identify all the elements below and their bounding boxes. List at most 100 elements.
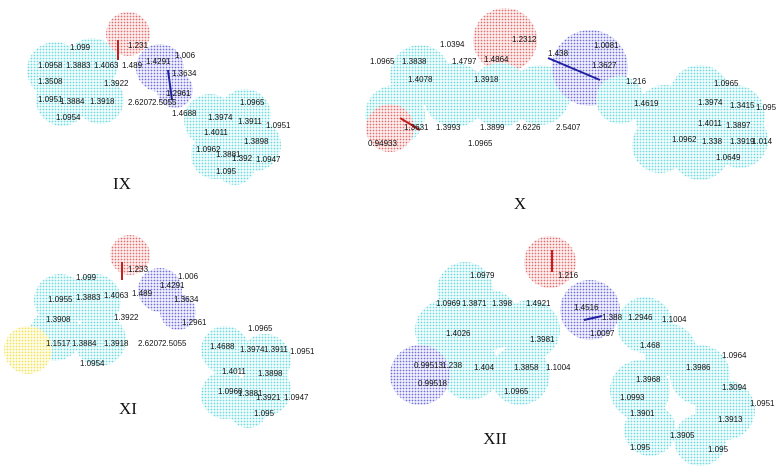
bond-length: 1.338 — [702, 137, 723, 146]
bond-length: 1.0947 — [284, 393, 309, 402]
surface — [390, 345, 450, 405]
bond-length: 1.3922 — [104, 79, 129, 88]
bond-length: 1.3884 — [72, 339, 97, 348]
surface — [524, 236, 576, 288]
bond-length: 1.438 — [548, 49, 569, 58]
bond-length: 1.216 — [558, 271, 579, 280]
bond-length: 1.4291 — [146, 57, 171, 66]
bond-length: 1.3883 — [66, 61, 91, 70]
bond-length: 1.0965 — [240, 98, 265, 107]
bond-length: 2.6226 — [516, 123, 541, 132]
bond-length: 1.0955 — [48, 295, 73, 304]
bond-length: 2.5055 — [162, 339, 187, 348]
bond-length: 1.0962 — [672, 135, 697, 144]
bond-length: 1.0951 — [290, 347, 315, 356]
bond-length: 1.3974 — [240, 345, 265, 354]
bond-length: 1.4797 — [452, 57, 477, 66]
panel-label: XI — [119, 399, 137, 418]
bond-length: 1.3871 — [462, 299, 487, 308]
bond-length: 1.0947 — [256, 155, 281, 164]
bond-length: 1.0954 — [80, 359, 105, 368]
bond-length: 1.095 — [756, 103, 776, 112]
bond-length: 1.3922 — [114, 313, 139, 322]
surface — [4, 326, 52, 374]
bond-length: 1.3634 — [172, 69, 197, 78]
bond-length: 1.3898 — [258, 369, 283, 378]
bond-length: 0.94933 — [368, 139, 397, 148]
bond-length: 1.3898 — [244, 137, 269, 146]
bond-length: 1.3508 — [38, 77, 63, 86]
bond-length: 1.2946 — [628, 313, 653, 322]
bond-length: 1.3974 — [698, 98, 723, 107]
bond-length: 1.398 — [492, 299, 513, 308]
bond-length: 1.3905 — [670, 431, 695, 440]
bond-length: 1.099 — [76, 273, 97, 282]
bond-length: 1.2961 — [166, 89, 191, 98]
bond-length: 1.006 — [175, 51, 196, 60]
bond-length: 1.3899 — [480, 123, 505, 132]
bond-length: 1.4011 — [698, 119, 722, 128]
bond-length: 1.0097 — [590, 329, 615, 338]
bond-length: 1.4864 — [484, 55, 509, 64]
bond-length: 2.5055 — [152, 98, 177, 107]
bond-length: 1.006 — [178, 272, 199, 281]
bond-length: 1.095 — [216, 167, 237, 176]
bond-length: 1.489 — [132, 289, 153, 298]
bond-length: 1.3883 — [76, 293, 101, 302]
bond-length: 1.4011 — [204, 128, 228, 137]
bond-length: 1.4063 — [94, 61, 119, 70]
bond-length: 1.392 — [232, 154, 253, 163]
bond-length: 1.3911 — [264, 345, 288, 354]
bond-length: 1.3901 — [630, 409, 655, 418]
bond-length: 1.4619 — [634, 99, 659, 108]
panel-label: IX — [113, 174, 131, 193]
bond-length: 1.4688 — [172, 109, 197, 118]
bond-length: 1.238 — [442, 361, 463, 370]
bond-length: 1.3993 — [436, 123, 461, 132]
bond-length: 1.4078 — [408, 75, 433, 84]
bond-length: 1.388 — [602, 313, 623, 322]
bond-length: 1.4026 — [446, 329, 471, 338]
bond-length: 1.3908 — [46, 315, 71, 324]
bond-length: 1.468 — [640, 341, 661, 350]
bond-length: 1.0979 — [470, 271, 495, 280]
bond-length: 1.1004 — [546, 363, 571, 372]
bond-length: 1.0394 — [440, 40, 465, 49]
bond-length: 1.2312 — [512, 35, 537, 44]
bond-length: 2.5407 — [556, 123, 581, 132]
bond-length: 1.3968 — [636, 375, 661, 384]
bond-length: 1.3897 — [726, 121, 751, 130]
panel-label: X — [514, 194, 526, 213]
bond-length: 1.0965 — [248, 324, 273, 333]
bond-length: 1.0954 — [56, 113, 81, 122]
bond-length: 1.3838 — [402, 57, 427, 66]
bond-length: 1.0649 — [716, 153, 741, 162]
bond-length: 0.99518 — [418, 379, 447, 388]
bond-length: 1.1004 — [662, 315, 687, 324]
bond-length: 1.3858 — [514, 363, 539, 372]
bond-length: 1.3884 — [60, 97, 85, 106]
bond-length: 1.095 — [254, 409, 275, 418]
bond-length: 1.231 — [128, 41, 149, 50]
bond-length: 1.0969 — [436, 299, 461, 308]
bond-length: 2.6207 — [128, 98, 153, 107]
bond-length: 1.216 — [626, 77, 647, 86]
bond-length: 1.0965 — [370, 57, 395, 66]
surfaces — [4, 8, 768, 466]
bond-length: 1.0081 — [594, 41, 619, 50]
bond-length: 1.3918 — [90, 97, 115, 106]
bond-length: 1.3918 — [104, 339, 129, 348]
surface — [632, 117, 688, 173]
bond-length: 1.0965 — [468, 139, 493, 148]
figure: 1.0991.2311.0061.09581.38831.40631.4891.… — [0, 0, 776, 468]
bond-length: 1.095 — [708, 445, 729, 454]
bond-length: 1.0951 — [750, 399, 775, 408]
bond-length: 1.3911 — [238, 117, 262, 126]
bond-length: 1.0951 — [266, 121, 291, 130]
bond-length: 1.4688 — [210, 342, 235, 351]
bond-length: 1.0965 — [504, 387, 529, 396]
bond-length: 1.2961 — [182, 318, 207, 327]
panel-label: XII — [483, 429, 507, 448]
bond-length: 1.0964 — [722, 351, 747, 360]
bond-length: 1.4011 — [222, 367, 246, 376]
